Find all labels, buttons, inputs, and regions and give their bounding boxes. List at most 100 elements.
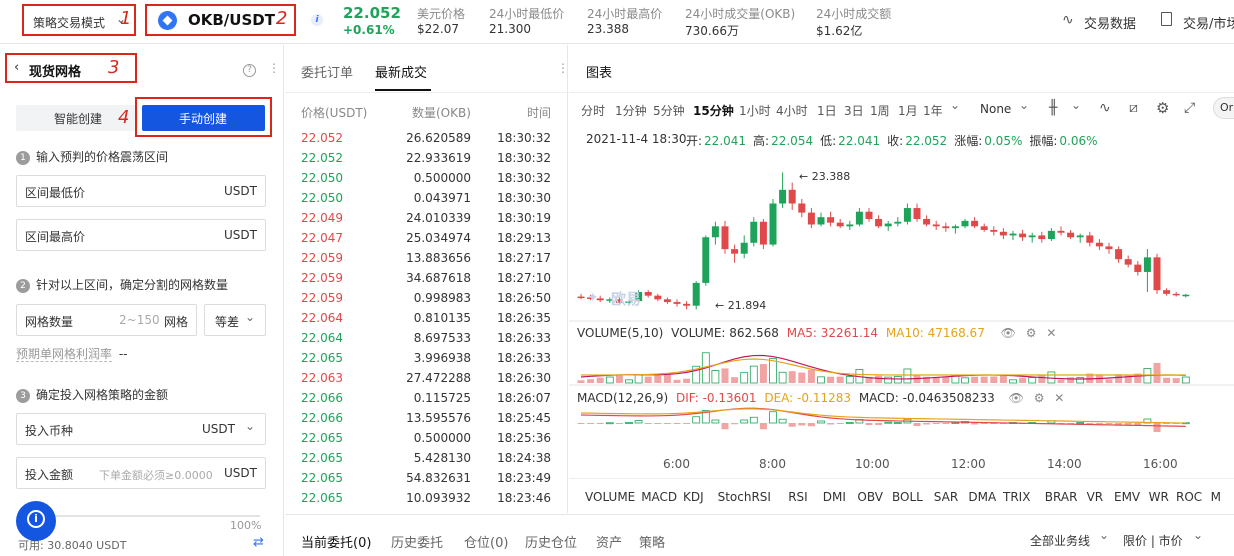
market-info-link[interactable]: 交易/市场 [1183, 17, 1234, 32]
trade-row: 22.059 0.998983 18:26:50 [285, 288, 568, 308]
volume-bar [673, 379, 681, 383]
gear-icon[interactable]: ⚙ [1033, 391, 1045, 405]
indicator-dma[interactable]: DMA [968, 490, 997, 504]
orders-tab-2[interactable]: 仓位(0) [464, 536, 509, 551]
info-icon[interactable]: i [311, 14, 323, 26]
indicator-kdj[interactable]: KDJ [683, 490, 704, 504]
indicator-emv[interactable]: EMV [1114, 490, 1141, 504]
volume-bar [1047, 371, 1056, 384]
close-icon[interactable]: ✕ [1054, 391, 1065, 405]
indicator-m[interactable]: M [1210, 490, 1221, 504]
volume-bar [721, 368, 729, 383]
indicator-rsi[interactable]: RSI [788, 490, 808, 504]
orders-tab-5[interactable]: 策略 [639, 536, 666, 551]
indicator-brar[interactable]: BRAR [1044, 490, 1078, 504]
high-price-input[interactable]: 区间最高价 USDT [16, 219, 266, 251]
line-tool-icon[interactable]: ∿ [1099, 100, 1111, 116]
fullscreen-icon[interactable]: ⤢ [1184, 100, 1196, 116]
panel-handle-icon[interactable]: ⋮ [557, 61, 569, 75]
candle-body [971, 220, 979, 227]
timeframe-2[interactable]: 5分钟 [653, 104, 685, 118]
low-price-input[interactable]: 区间最低价 USDT [16, 175, 266, 207]
macd-bar [923, 423, 931, 425]
trade-price: 22.064 [301, 331, 343, 345]
indicator-volume[interactable]: VOLUME [585, 490, 636, 504]
help-icon[interactable]: ? [243, 64, 256, 77]
trade-time: 18:29:13 [497, 231, 551, 245]
close-icon[interactable]: ✕ [1046, 326, 1057, 340]
indicator-stochrsi[interactable]: StochRSI [717, 490, 771, 504]
document-icon[interactable] [1161, 12, 1172, 26]
timeframe-3[interactable]: 15分钟 [693, 104, 734, 118]
coin-select[interactable]: 投入币种 USDT ⌄ [16, 413, 266, 445]
pair-selector[interactable]: OKB/USDT [145, 4, 296, 36]
macd-bar [1124, 423, 1132, 425]
indicator-sar[interactable]: SAR [933, 490, 959, 504]
eye-icon[interactable]: 👁 [1008, 391, 1024, 405]
timeframe-7[interactable]: 3日 [844, 104, 864, 118]
back-title-box[interactable]: ‹ 现货网格 [5, 53, 137, 83]
timeframe-4[interactable]: 1小时 [739, 104, 771, 118]
timeframe-6[interactable]: 1日 [817, 104, 837, 118]
none-select[interactable]: None [980, 102, 1012, 116]
col-price-header: 价格(USDT) [301, 106, 368, 120]
trade-price: 22.065 [301, 351, 343, 365]
ruler-icon[interactable]: ⧄ [1129, 100, 1138, 116]
grid-type-select[interactable]: 等差 ⌄ [204, 304, 266, 336]
indicator-boll[interactable]: BOLL [892, 490, 923, 504]
dif-line [580, 407, 1186, 427]
indicator-trix[interactable]: TRIX [1003, 490, 1031, 504]
high-price-unit: USDT [224, 228, 257, 242]
help-fab-button[interactable]: i [16, 501, 56, 541]
gear-icon[interactable]: ⚙ [1025, 326, 1037, 340]
tab-smart-create[interactable]: 智能创建 [16, 105, 138, 131]
volume-bar [1172, 378, 1180, 383]
tab-orders[interactable]: 委托订单 [301, 66, 354, 81]
collapse-handle-icon[interactable]: ⋮ [268, 61, 280, 75]
pulse-icon[interactable]: ∿ [1062, 12, 1074, 28]
chevron-down-icon[interactable]: ⌄ [950, 98, 961, 112]
timeframe-1[interactable]: 1分钟 [615, 104, 647, 118]
amount-input[interactable]: 投入金额 下单金额必须≥0.0000 USDT [16, 457, 266, 489]
trade-time: 18:26:35 [497, 311, 551, 325]
tab-trades[interactable]: 最新成交 [375, 66, 428, 81]
macd-bar [778, 418, 787, 424]
macd-bar [683, 423, 691, 424]
trade-price: 22.059 [301, 251, 343, 265]
timeframe-5[interactable]: 4小时 [776, 104, 808, 118]
timeframe-8[interactable]: 1周 [870, 104, 890, 118]
business-line-filter[interactable]: 全部业务线 [1030, 534, 1091, 548]
indicator-wr[interactable]: WR [1148, 490, 1169, 504]
trades-panel: 委托订单 最新成交 ⋮ 价格(USDT) 数量(OKB) 时间 22.052 26… [285, 45, 569, 513]
ohlc-label-1: 高: [753, 134, 770, 148]
tab-manual-create[interactable]: 手动创建 [142, 105, 265, 131]
macd-bar [759, 423, 767, 430]
indicator-roc[interactable]: ROC [1176, 490, 1203, 504]
chart-toggle-button[interactable]: Or [1213, 97, 1234, 119]
orders-tab-1[interactable]: 历史委托 [391, 536, 444, 551]
timeframe-10[interactable]: 1年 [923, 104, 943, 118]
macd-bar [749, 416, 758, 424]
transfer-icon[interactable]: ⇄ [253, 535, 264, 550]
indicator-dmi[interactable]: DMI [822, 490, 846, 504]
trade-price: 22.049 [301, 211, 343, 225]
grid-count-input[interactable]: 网格数量 2~150 网格 [16, 304, 197, 336]
timeframe-0[interactable]: 分时 [581, 104, 606, 118]
step-1-text: 输入预判的价格震荡区间 [36, 150, 169, 164]
candle-type-icon[interactable]: ╫ [1049, 100, 1058, 116]
trade-row: 22.047 25.034974 18:29:13 [285, 228, 568, 248]
timeframe-9[interactable]: 1月 [898, 104, 918, 118]
eye-icon[interactable]: 👁 [1000, 326, 1016, 340]
order-type-filter[interactable]: 限价 | 市价 [1123, 534, 1183, 548]
indicator-macd[interactable]: MACD [641, 490, 678, 504]
indicator-obv[interactable]: OBV [857, 490, 883, 504]
trade-data-link[interactable]: 交易数据 [1084, 17, 1137, 32]
orders-tab-4[interactable]: 资产 [596, 536, 623, 551]
gear-icon[interactable]: ⚙ [1156, 99, 1170, 117]
amount-slider[interactable] [20, 515, 260, 517]
orders-tab-0[interactable]: 当前委托(0) [301, 536, 372, 551]
mode-selector[interactable]: 策略交易模式 ⌄ [22, 4, 136, 36]
indicator-vr[interactable]: VR [1086, 490, 1104, 504]
orders-tab-3[interactable]: 历史仓位 [525, 536, 578, 551]
ohlc-value-3: 22.052 [905, 134, 948, 148]
